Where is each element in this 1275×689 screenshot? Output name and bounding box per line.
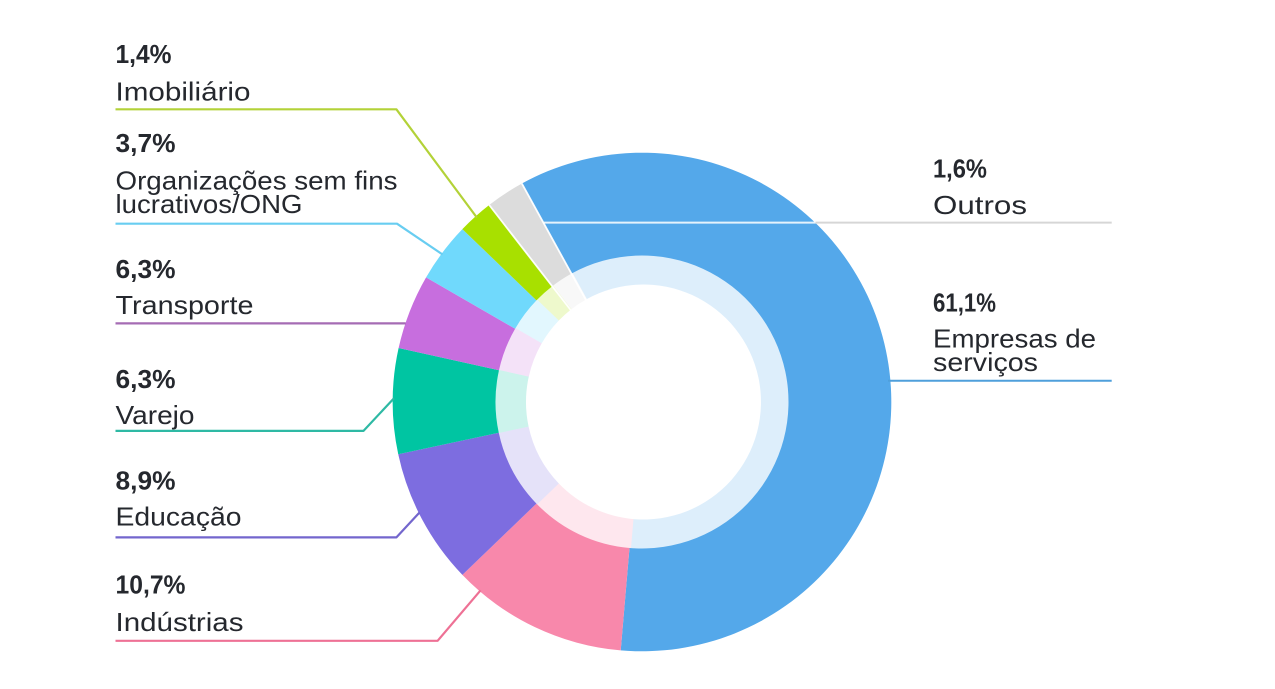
svg-text:Outros: Outros (933, 190, 1027, 220)
svg-text:61,1%: 61,1% (933, 287, 996, 317)
svg-text:8,9%: 8,9% (116, 465, 176, 495)
svg-text:Indústrias: Indústrias (116, 607, 244, 637)
svg-text:Organizações sem fins: Organizações sem fins (116, 166, 398, 196)
svg-text:6,3%: 6,3% (116, 364, 176, 394)
svg-text:6,3%: 6,3% (116, 254, 176, 284)
svg-text:1,6%: 1,6% (933, 154, 987, 184)
svg-text:10,7%: 10,7% (116, 569, 186, 599)
svg-text:Varejo: Varejo (116, 400, 195, 430)
svg-text:3,7%: 3,7% (116, 128, 176, 158)
svg-text:1,4%: 1,4% (116, 39, 172, 69)
svg-text:lucrativos/ONG: lucrativos/ONG (116, 189, 303, 219)
svg-text:Transporte: Transporte (116, 290, 254, 320)
svg-text:Empresas de: Empresas de (933, 324, 1096, 354)
svg-text:Educação: Educação (116, 502, 242, 532)
svg-text:serviços: serviços (933, 347, 1038, 377)
svg-text:Imobiliário: Imobiliário (116, 76, 251, 106)
